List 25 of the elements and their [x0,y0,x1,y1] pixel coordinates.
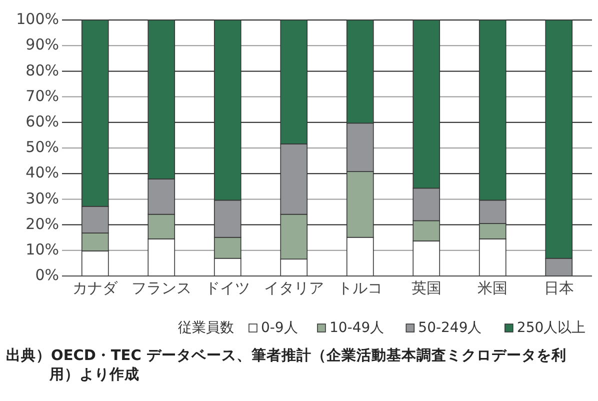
y-tick-label: 50% [26,138,59,156]
y-tick-label: 100% [16,10,59,28]
x-tick-label: トルコ [338,279,383,297]
legend-label: 50-249人 [418,320,482,336]
y-tick-label: 60% [26,112,59,131]
x-tick-label: 米国 [478,279,508,297]
y-tick-label: 30% [26,189,59,208]
legend-label: 10-49人 [329,320,384,336]
y-tick-label: 20% [26,214,59,233]
x-tick-label: 日本 [544,279,574,297]
x-tick-label: 英国 [411,279,442,297]
legend-label: 0-9人 [260,320,298,336]
x-tick-label: カナダ [72,279,119,297]
source-note: 出典）OECD・TEC データベース、筆者推計（企業活動基本調査ミクロデータを利用）より作成 [6,346,566,383]
y-tick-label: 80% [26,61,59,80]
y-tick-label: 0% [35,266,59,284]
legend-title: 従業員数 [178,320,234,336]
y-tick-label: 70% [26,86,59,105]
x-tick-label: ドイツ [205,279,250,297]
x-tick-label: フランス [131,279,192,297]
legend-label: 250人以上 [516,320,586,336]
y-tick-label: 10% [26,240,59,259]
x-tick-label: イタリア [264,279,324,297]
y-tick-label: 40% [26,164,59,182]
y-tick-label: 90% [26,36,59,54]
